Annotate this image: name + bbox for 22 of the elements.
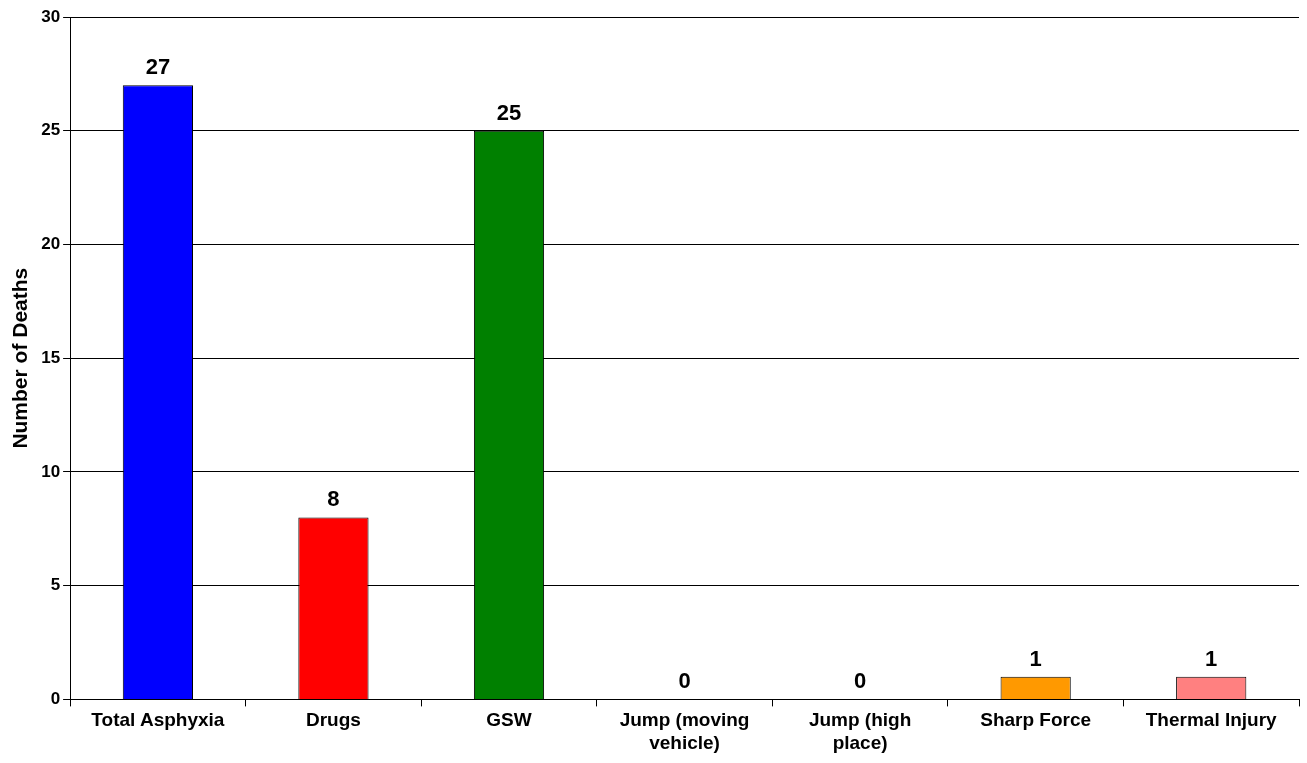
x-tick-label: Jump (moving vehicle) — [619, 709, 750, 753]
data-label: 27 — [145, 54, 171, 80]
y-tick-label: 20 — [41, 234, 61, 254]
data-label: 25 — [496, 99, 522, 125]
y-tick-label: 15 — [41, 347, 61, 367]
y-tick-label: 10 — [41, 461, 61, 481]
x-tick-label: Drugs — [305, 709, 361, 731]
y-axis-title: Number of Deaths — [8, 267, 32, 449]
x-tick-label: Total Asphyxia — [91, 709, 225, 731]
y-tick-label: 5 — [50, 575, 61, 595]
x-tick-label: Thermal Injury — [1145, 709, 1278, 731]
x-tick-label: GSW — [486, 709, 532, 731]
x-tick-label: Sharp Force — [980, 709, 1092, 731]
data-label: 1 — [1029, 645, 1042, 671]
data-label: 8 — [327, 486, 340, 512]
y-tick-label: 30 — [41, 6, 61, 26]
y-tick-label: 0 — [50, 689, 61, 709]
data-label: 1 — [1205, 645, 1218, 671]
data-label: 0 — [678, 668, 691, 694]
x-tick-label: Jump (high place) — [808, 709, 912, 753]
data-label: 0 — [853, 668, 867, 694]
y-tick-label: 25 — [41, 120, 61, 140]
